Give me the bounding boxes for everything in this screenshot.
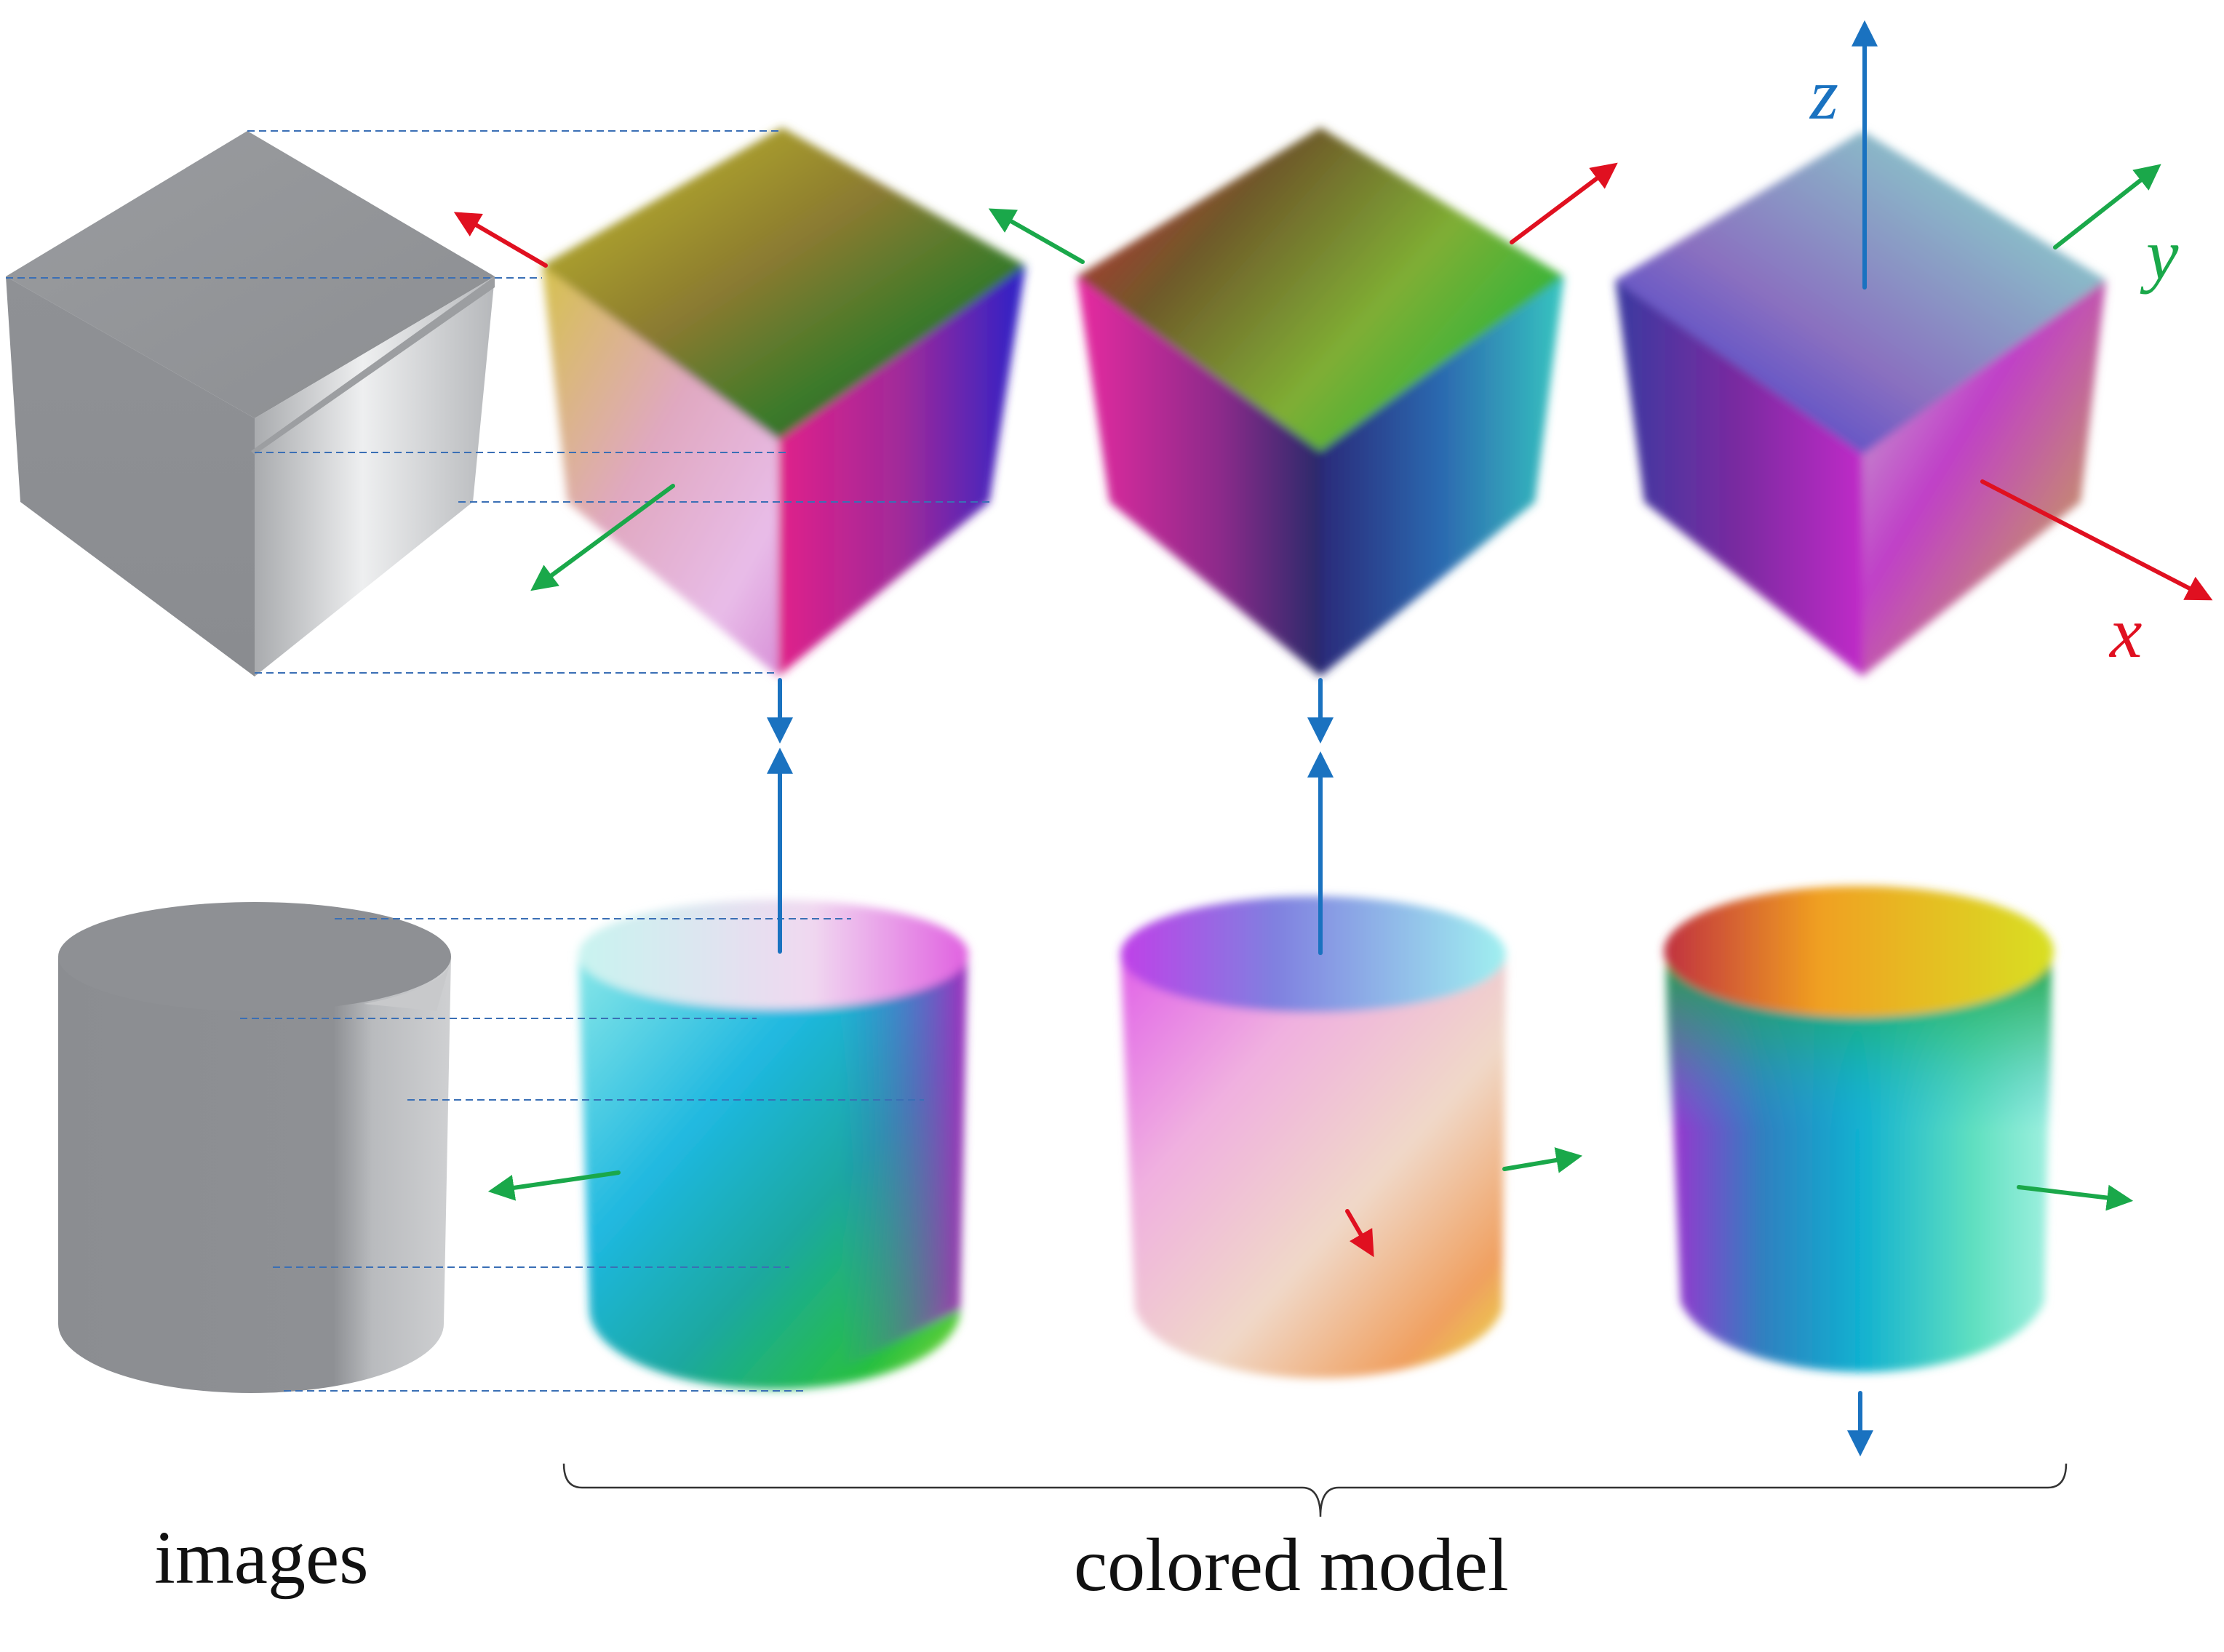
cube1-red-arrow xyxy=(453,212,548,268)
cylinder3-green-arrow xyxy=(2017,1184,2134,1211)
colored-model-brace xyxy=(562,1463,2068,1517)
caption-images: images xyxy=(154,1516,369,1600)
cylinder2-red-arrow xyxy=(1345,1209,1374,1258)
cube2-red-arrow xyxy=(1510,162,1618,244)
colored-cylinder-view-2 xyxy=(1120,896,1506,1378)
normal-arrows xyxy=(453,20,2213,1457)
gray-cylinder-image xyxy=(58,902,452,1393)
colored-cube-view-3 xyxy=(1615,131,2106,677)
cylinder1-green-arrow xyxy=(487,1170,621,1201)
axis-z-label: z xyxy=(1810,54,1838,135)
colored-cylinder-view-3 xyxy=(1664,886,2054,1373)
axis-x-label: x xyxy=(2110,592,2143,673)
axis-y-arrow xyxy=(2053,164,2161,250)
correspondence-guide-lines xyxy=(6,130,993,1392)
axis-y-label: y xyxy=(2146,214,2179,295)
caption-colored-model: colored model xyxy=(1074,1523,1509,1607)
cube1-green-arrow xyxy=(530,484,675,591)
gray-cube-image xyxy=(6,131,495,677)
colored-cube-view-2 xyxy=(1077,127,1564,677)
cube2-green-arrow xyxy=(988,208,1085,264)
cylinder2-green-arrow xyxy=(1502,1147,1583,1173)
colored-cylinder-view-1 xyxy=(578,900,968,1389)
colored-cube-view-1 xyxy=(542,127,1026,677)
axis-x-arrow xyxy=(1980,479,2213,601)
